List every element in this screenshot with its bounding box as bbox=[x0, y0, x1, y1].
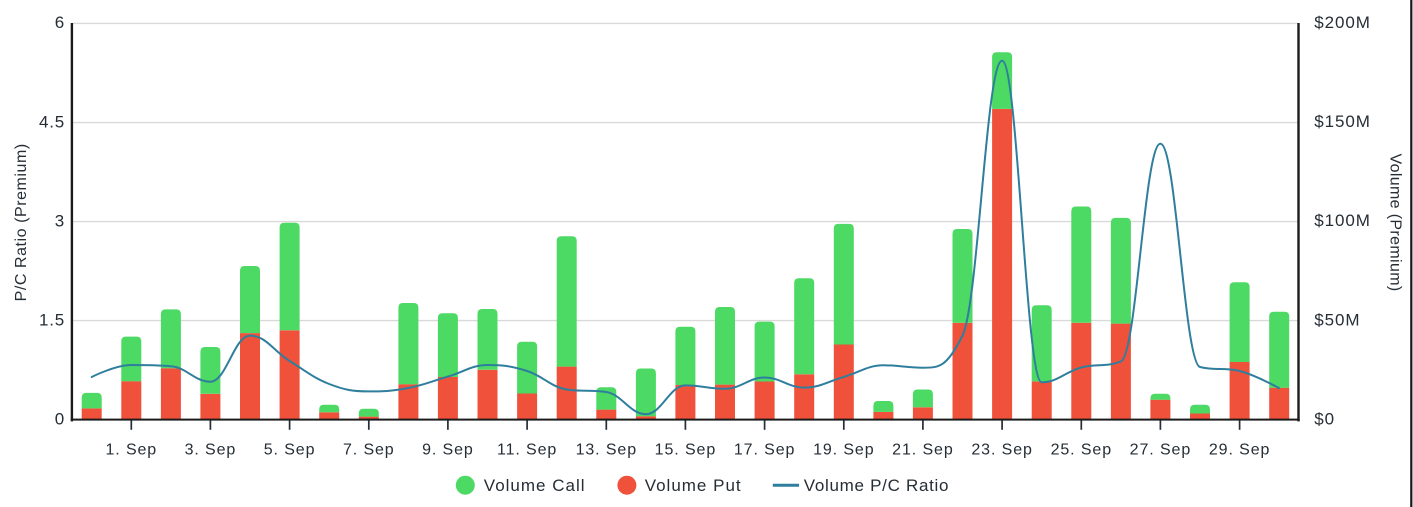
svg-text:$100M: $100M bbox=[1314, 211, 1370, 230]
svg-text:13. Sep: 13. Sep bbox=[576, 442, 637, 459]
svg-text:25. Sep: 25. Sep bbox=[1051, 442, 1112, 459]
svg-text:$200M: $200M bbox=[1314, 13, 1370, 32]
svg-text:6: 6 bbox=[55, 13, 65, 32]
svg-text:17. Sep: 17. Sep bbox=[734, 442, 795, 459]
svg-text:15. Sep: 15. Sep bbox=[655, 442, 716, 459]
svg-text:Volume P/C Ratio: Volume P/C Ratio bbox=[804, 476, 949, 495]
svg-text:P/C Ratio (Premium): P/C Ratio (Premium) bbox=[13, 143, 30, 301]
svg-text:Volume Put: Volume Put bbox=[645, 476, 742, 495]
svg-text:29. Sep: 29. Sep bbox=[1209, 442, 1270, 459]
svg-text:$50M: $50M bbox=[1314, 310, 1360, 329]
svg-text:4.5: 4.5 bbox=[39, 112, 65, 131]
svg-text:1. Sep: 1. Sep bbox=[105, 442, 157, 459]
svg-text:27. Sep: 27. Sep bbox=[1130, 442, 1191, 459]
svg-text:5. Sep: 5. Sep bbox=[264, 442, 316, 459]
svg-text:Volume Call: Volume Call bbox=[484, 476, 586, 495]
svg-text:9. Sep: 9. Sep bbox=[422, 442, 474, 459]
svg-text:7. Sep: 7. Sep bbox=[343, 442, 395, 459]
svg-text:3. Sep: 3. Sep bbox=[185, 442, 237, 459]
svg-text:23. Sep: 23. Sep bbox=[971, 442, 1032, 459]
svg-text:19. Sep: 19. Sep bbox=[813, 442, 874, 459]
svg-text:3: 3 bbox=[55, 211, 65, 230]
svg-text:1.5: 1.5 bbox=[39, 311, 65, 330]
svg-text:11. Sep: 11. Sep bbox=[497, 442, 557, 459]
svg-text:21. Sep: 21. Sep bbox=[892, 442, 953, 459]
svg-text:Volume (Premium): Volume (Premium) bbox=[1387, 153, 1404, 291]
svg-text:$150M: $150M bbox=[1314, 112, 1370, 131]
svg-text:$0: $0 bbox=[1314, 410, 1335, 429]
svg-text:0: 0 bbox=[55, 410, 65, 429]
